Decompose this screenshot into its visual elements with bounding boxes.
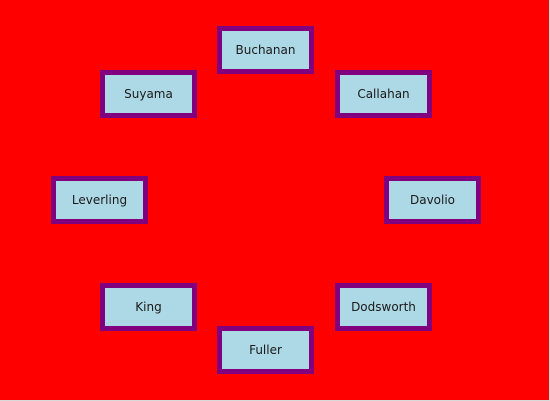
list-item-leverling[interactable]: Leverling bbox=[51, 176, 148, 224]
list-item-label: King bbox=[135, 300, 162, 314]
list-item-label: Davolio bbox=[409, 193, 456, 207]
list-item-label: Leverling bbox=[71, 193, 128, 207]
list-item-dodsworth[interactable]: Dodsworth bbox=[335, 283, 432, 331]
list-item-callahan[interactable]: Callahan bbox=[335, 70, 432, 118]
list-item-king[interactable]: King bbox=[100, 283, 197, 331]
list-item-label: Callahan bbox=[357, 87, 410, 101]
list-item-davolio[interactable]: Davolio bbox=[384, 176, 481, 224]
list-item-label: Fuller bbox=[249, 343, 282, 357]
list-item-buchanan[interactable]: Buchanan bbox=[217, 26, 314, 74]
list-item-suyama[interactable]: Suyama bbox=[100, 70, 197, 118]
list-item-label: Dodsworth bbox=[351, 300, 416, 314]
list-item-fuller[interactable]: Fuller bbox=[217, 326, 314, 374]
list-item-label: Suyama bbox=[124, 87, 173, 101]
list-item-label: Buchanan bbox=[235, 43, 296, 57]
